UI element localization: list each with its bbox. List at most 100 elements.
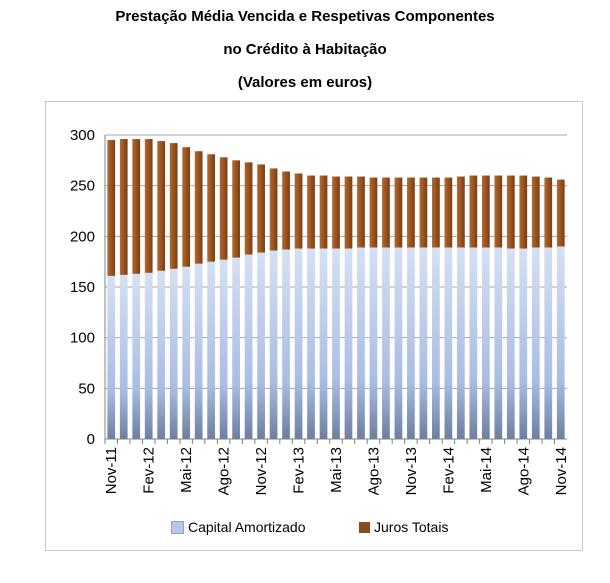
bar-capital-amortizado — [494, 247, 503, 439]
bar-capital-amortizado — [219, 259, 228, 439]
bar-capital-amortizado — [307, 248, 315, 439]
bar-juros-totais — [344, 176, 353, 249]
x-tick-label: Mai-14 — [478, 447, 495, 493]
bar-juros-totais — [469, 175, 478, 248]
y-tick-label: 50 — [78, 380, 95, 397]
bar-juros-totais — [294, 173, 303, 249]
legend-item-capital: Capital Amortizado — [171, 519, 306, 535]
bar-capital-amortizado — [556, 246, 565, 439]
legend-label-capital: Capital Amortizado — [188, 519, 306, 535]
bar-juros-totais — [269, 168, 278, 251]
bar-juros-totais — [407, 177, 415, 248]
chart-title-line-3: (Valores em euros) — [237, 74, 373, 91]
bar-capital-amortizado — [269, 250, 278, 439]
bar-juros-totais — [194, 151, 203, 264]
bar-capital-amortizado — [332, 248, 340, 439]
x-tick-label: Nov-12 — [253, 447, 270, 495]
bar-capital-amortizado — [182, 266, 191, 439]
bar-capital-amortizado — [194, 263, 203, 439]
bar-juros-totais — [531, 176, 540, 248]
bar-juros-totais — [444, 177, 453, 248]
bar-juros-totais — [282, 171, 290, 250]
y-tick-label: 200 — [70, 228, 95, 245]
bar-capital-amortizado — [294, 248, 303, 439]
bar-capital-amortizado — [107, 275, 116, 439]
bar-juros-totais — [144, 139, 153, 273]
chart-title-line-2: no Crédito à Habitação — [223, 41, 387, 58]
bar-capital-amortizado — [132, 273, 141, 439]
bar-juros-totais — [257, 164, 265, 253]
bar-capital-amortizado — [257, 252, 265, 439]
bar-capital-amortizado — [407, 247, 415, 439]
legend: Capital Amortizado Juros Totais — [0, 519, 610, 539]
bar-juros-totais — [432, 177, 440, 248]
bar-capital-amortizado — [481, 247, 490, 439]
bar-juros-totais — [207, 154, 216, 262]
x-tick-label: Mai-12 — [178, 447, 195, 493]
bar-capital-amortizado — [419, 247, 428, 439]
bar-capital-amortizado — [169, 268, 178, 439]
bar-juros-totais — [132, 139, 141, 274]
y-tick-label: 250 — [70, 178, 95, 195]
bar-capital-amortizado — [432, 247, 440, 439]
bar-juros-totais — [494, 175, 503, 248]
bar-capital-amortizado — [144, 272, 153, 439]
bar-capital-amortizado — [531, 247, 540, 439]
x-tick-label: Ago-13 — [365, 447, 382, 495]
bar-capital-amortizado — [119, 274, 128, 439]
legend-item-juros: Juros Totais — [359, 519, 448, 535]
bar-capital-amortizado — [456, 247, 465, 439]
bar-capital-amortizado — [469, 247, 478, 439]
chart-title-line-1: Prestação Média Vencida e Respetivas Com… — [115, 8, 495, 25]
bar-juros-totais — [157, 141, 166, 271]
bar-juros-totais — [244, 162, 253, 255]
bar-capital-amortizado — [282, 249, 290, 439]
bar-juros-totais — [319, 175, 328, 249]
y-tick-label: 0 — [87, 431, 95, 448]
bar-capital-amortizado — [244, 254, 253, 439]
y-tick-label: 150 — [70, 279, 95, 296]
bar-juros-totais — [394, 177, 403, 248]
bar-juros-totais — [332, 176, 340, 249]
x-tick-label: Ago-14 — [515, 447, 532, 495]
x-tick-label: Ago-12 — [216, 447, 233, 495]
x-tick-label: Mai-13 — [328, 447, 345, 493]
x-tick-label: Fev-12 — [141, 447, 158, 494]
bar-juros-totais — [357, 176, 365, 248]
y-tick-label: 300 — [70, 127, 95, 144]
y-tick-label: 100 — [70, 330, 95, 347]
bar-capital-amortizado — [157, 270, 166, 439]
legend-label-juros: Juros Totais — [374, 519, 449, 535]
bar-juros-totais — [382, 177, 390, 248]
x-tick-label: Nov-11 — [103, 447, 120, 494]
bar-capital-amortizado — [519, 248, 528, 439]
bar-juros-totais — [182, 147, 191, 267]
bar-capital-amortizado — [382, 247, 390, 439]
bar-juros-totais — [506, 175, 515, 249]
bar-capital-amortizado — [232, 257, 240, 439]
bar-juros-totais — [307, 175, 315, 249]
x-tick-label: Nov-13 — [403, 447, 420, 495]
bar-juros-totais — [232, 160, 240, 258]
bar-juros-totais — [107, 140, 116, 276]
bar-capital-amortizado — [506, 248, 515, 439]
bar-capital-amortizado — [444, 247, 453, 439]
legend-swatch-capital — [171, 520, 184, 534]
bar-juros-totais — [544, 177, 553, 248]
bar-capital-amortizado — [394, 247, 403, 439]
bar-capital-amortizado — [357, 247, 365, 439]
bar-capital-amortizado — [369, 247, 378, 439]
bar-juros-totais — [519, 175, 528, 249]
x-tick-label: Nov-14 — [553, 447, 570, 495]
bar-juros-totais — [419, 177, 428, 248]
bar-juros-totais — [456, 176, 465, 248]
bar-capital-amortizado — [207, 261, 216, 439]
x-tick-label: Fev-14 — [440, 447, 457, 494]
legend-swatch-juros — [359, 521, 370, 533]
bar-juros-totais — [556, 179, 565, 247]
bar-juros-totais — [169, 143, 178, 269]
x-tick-label: Fev-13 — [291, 447, 308, 494]
bar-juros-totais — [119, 139, 128, 275]
bar-juros-totais — [219, 157, 228, 260]
